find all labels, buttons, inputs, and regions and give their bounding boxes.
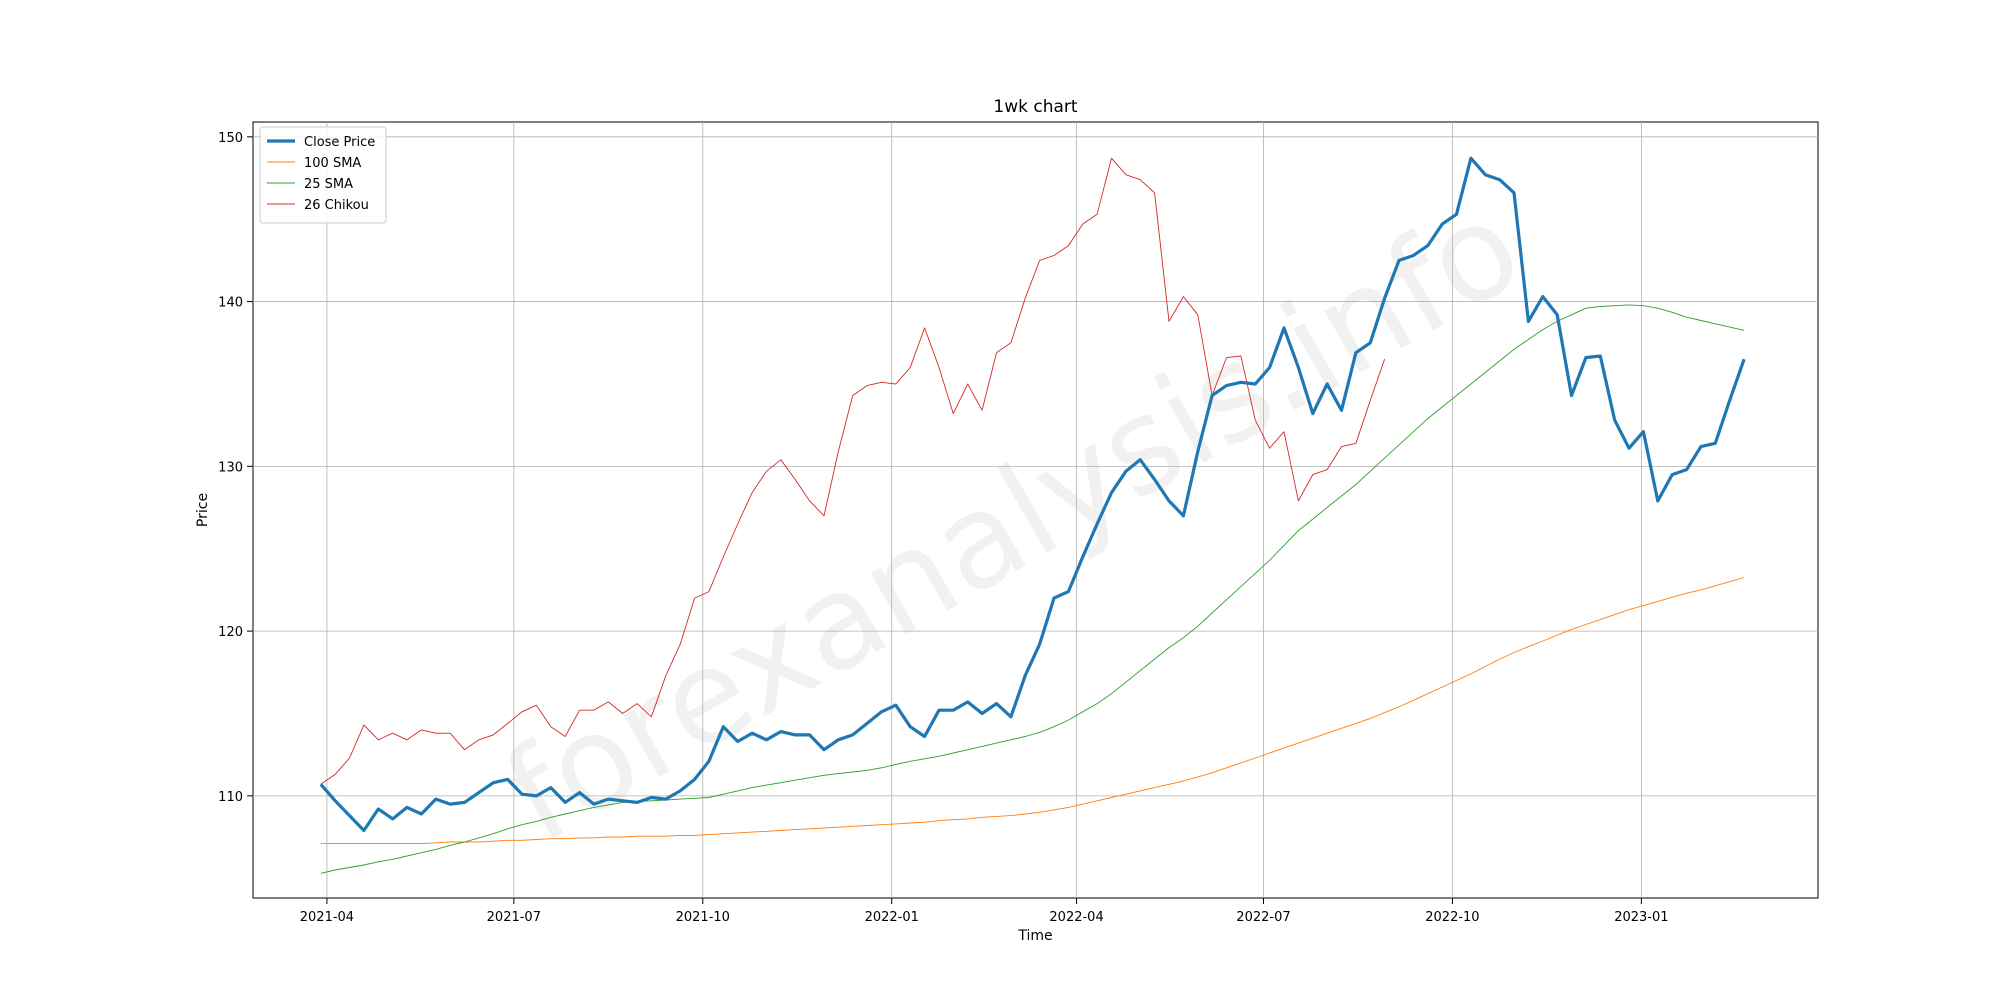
legend-box <box>259 126 387 224</box>
x-tick-label: 2021-04 <box>300 910 354 925</box>
grid-lines <box>253 122 1818 898</box>
y-tick-label: 110 <box>218 790 243 805</box>
x-tick-label: 2021-10 <box>676 910 730 925</box>
legend-label-25-sma: 25 SMA <box>304 177 353 192</box>
watermark-text: forexanalysis.info <box>480 170 1545 873</box>
y-tick-label: 120 <box>218 625 243 640</box>
x-tick-label: 2021-07 <box>487 910 541 925</box>
series-line-25-sma <box>320 304 1745 874</box>
y-axis-label: Price <box>195 493 211 527</box>
x-tick-label: 2023-01 <box>1614 910 1668 925</box>
y-tick-label: 150 <box>218 131 243 146</box>
x-tick-label: 2022-04 <box>1049 910 1103 925</box>
legend-label-100-sma: 100 SMA <box>304 156 361 171</box>
axis-ticks: 2021-04 2021-07 2021-10 2022-01 2022-04 2022-… <box>218 131 1668 925</box>
series-line-26-chikou <box>320 157 1386 785</box>
y-tick-label: 130 <box>218 460 243 475</box>
series-line-100-sma <box>320 577 1745 845</box>
legend: Close Price 100 SMA 25 SMA 26 Chikou <box>259 126 387 224</box>
x-tick-label: 2022-07 <box>1236 910 1290 925</box>
plot-area <box>252 121 1819 899</box>
x-axis-label: Time <box>1017 928 1052 944</box>
y-tick-label: 140 <box>218 296 243 311</box>
legend-label-close-price: Close Price <box>304 135 375 150</box>
chart-title: 1wk chart <box>993 97 1077 117</box>
x-tick-label: 2022-01 <box>865 910 919 925</box>
legend-label-26-chikou: 26 Chikou <box>304 198 369 213</box>
x-tick-label: 2022-10 <box>1425 910 1479 925</box>
series-lines <box>319 156 1746 874</box>
series-line-close-price <box>319 156 1746 833</box>
